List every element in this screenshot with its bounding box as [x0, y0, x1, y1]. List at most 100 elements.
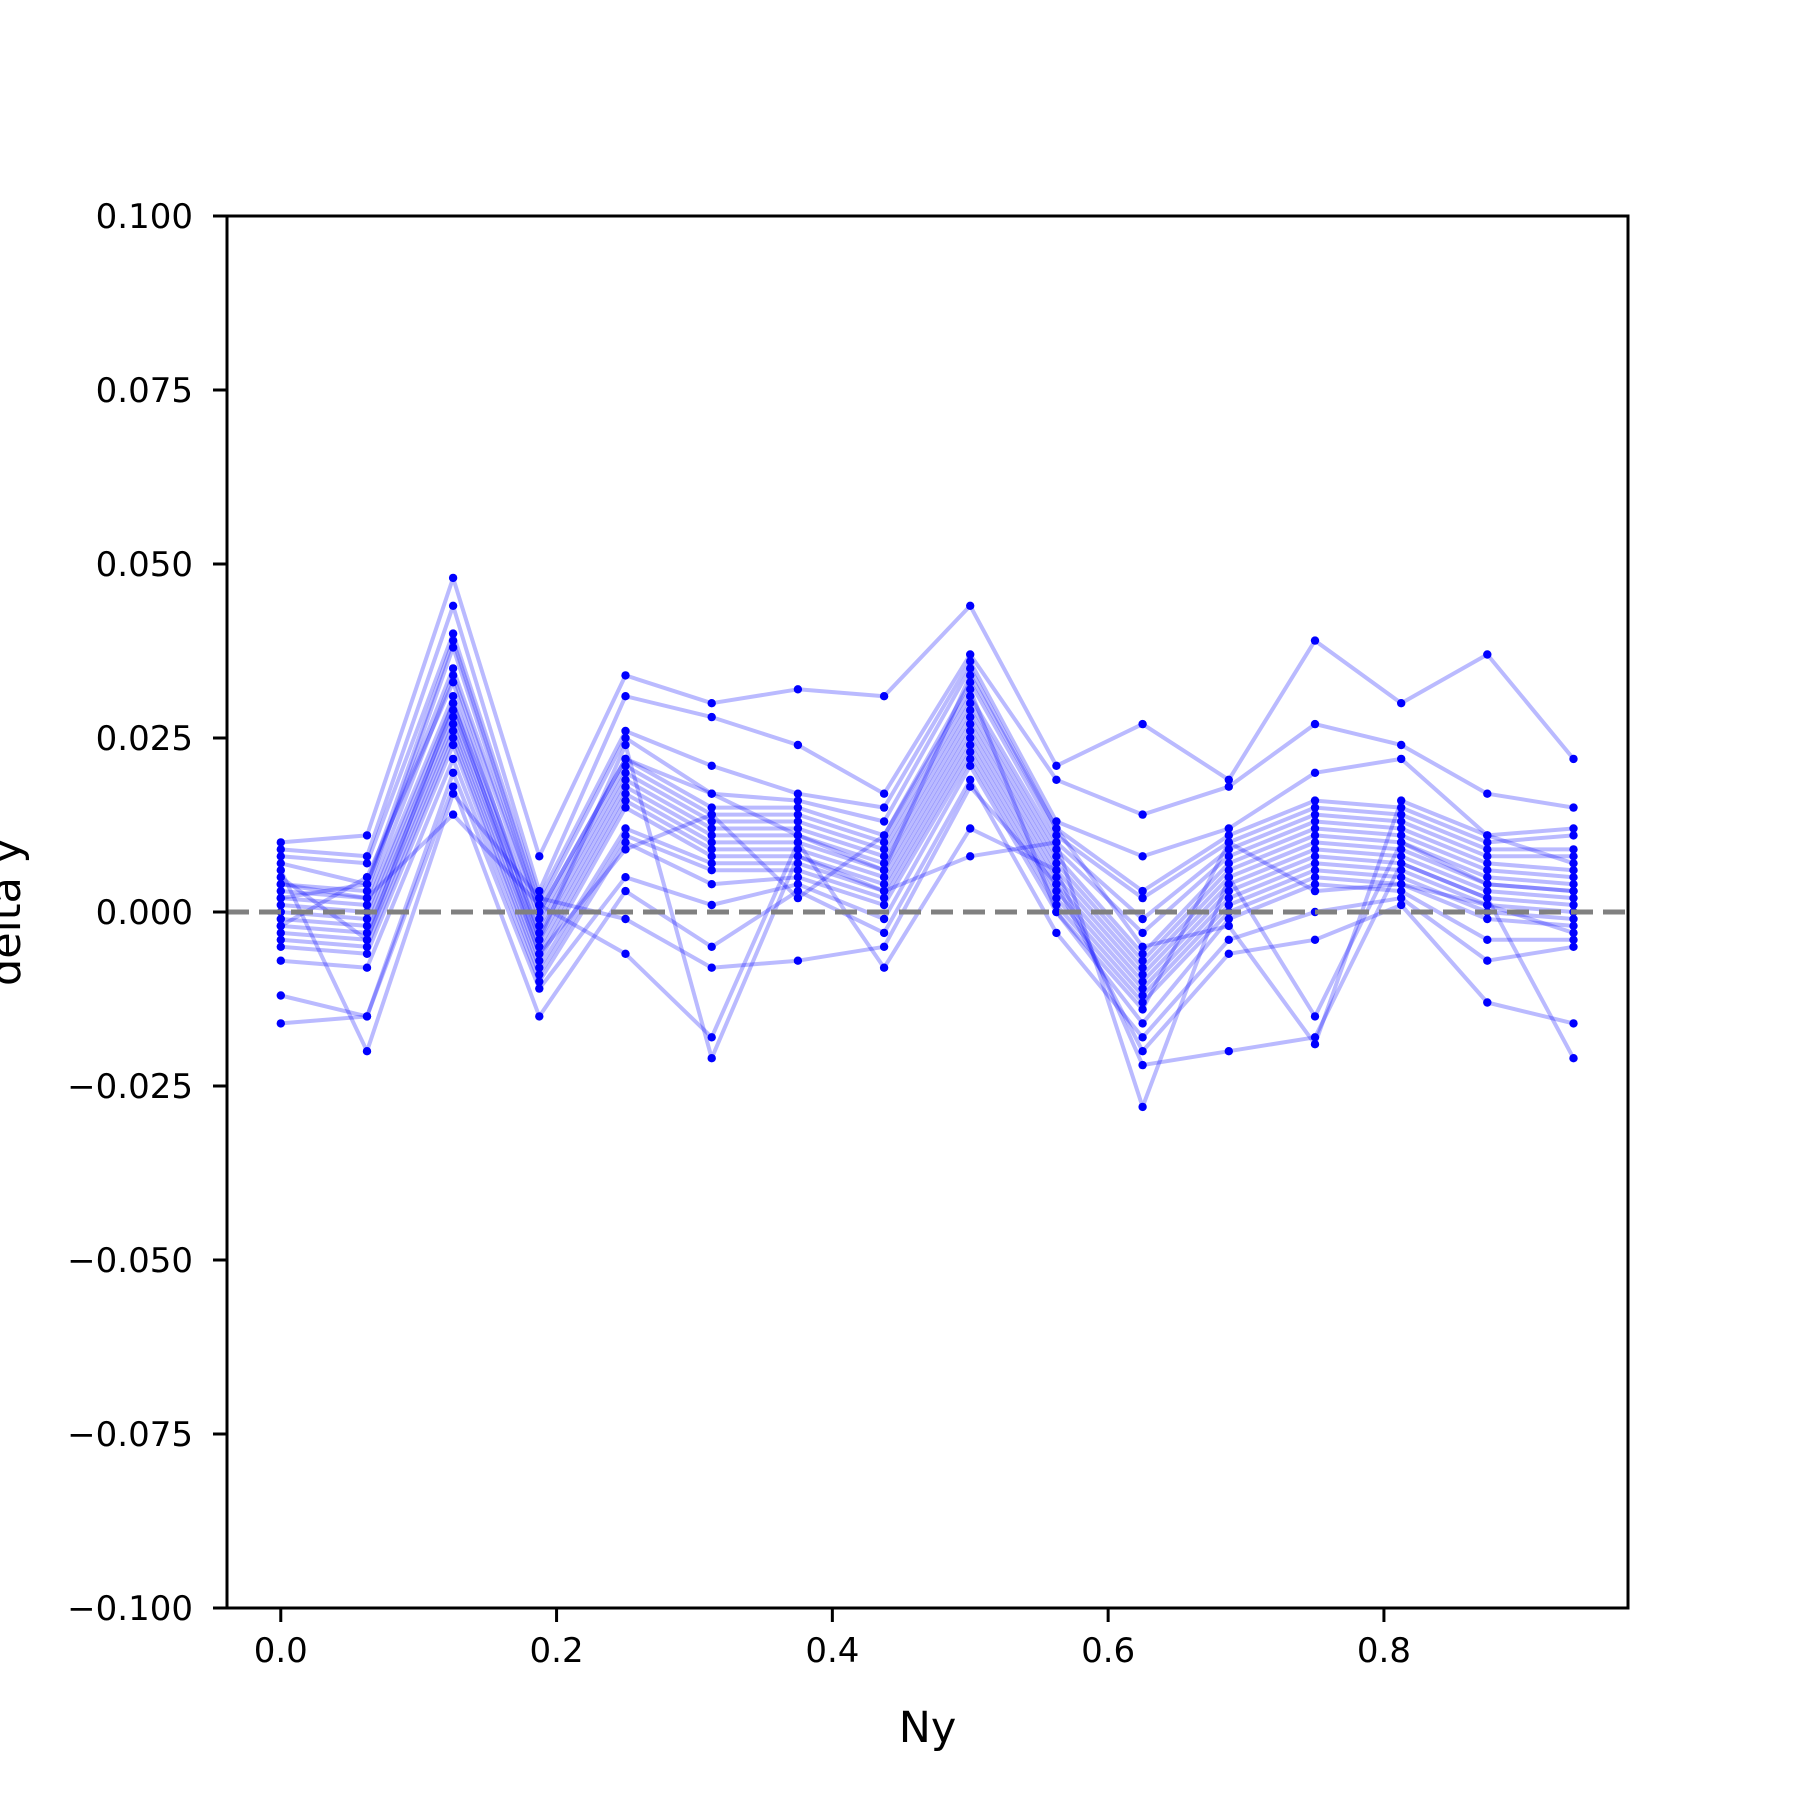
data-point: [1310, 796, 1320, 805]
data-point: [1397, 866, 1406, 875]
data-point: [707, 866, 716, 875]
data-point: [535, 914, 544, 924]
data-point: [1397, 740, 1406, 750]
data-point: [1052, 852, 1061, 861]
data-point: [1483, 845, 1492, 854]
data-point: [1224, 1047, 1234, 1056]
data-point: [1483, 914, 1492, 924]
data-point: [1569, 1019, 1578, 1028]
data-point: [362, 873, 372, 882]
data-point: [535, 935, 544, 944]
data-point: [1483, 893, 1492, 903]
data-point: [621, 761, 630, 770]
data-point: [1310, 859, 1320, 868]
data-point: [1310, 831, 1320, 840]
data-point: [621, 824, 630, 833]
x-tick-label: 0.8: [1357, 1631, 1411, 1671]
data-point: [707, 803, 716, 812]
data-point: [1569, 866, 1578, 875]
data-point: [879, 963, 889, 972]
data-point: [879, 859, 889, 868]
data-point: [621, 838, 630, 847]
data-point: [621, 831, 630, 840]
data-point: [1138, 852, 1147, 861]
data-point: [621, 768, 630, 777]
data-point: [621, 740, 630, 750]
data-point: [1397, 831, 1406, 840]
data-point: [1310, 803, 1320, 812]
data-point: [1138, 1005, 1147, 1014]
data-point: [1224, 838, 1234, 847]
data-point: [793, 824, 803, 833]
data-point: [793, 838, 803, 847]
data-point: [1569, 914, 1578, 924]
data-point: [707, 761, 716, 770]
data-point: [1224, 935, 1234, 944]
data-point: [793, 817, 803, 826]
data-point: [1052, 873, 1061, 882]
data-point: [1224, 859, 1234, 868]
data-point: [448, 706, 458, 715]
data-point: [707, 817, 716, 826]
data-point: [1397, 803, 1406, 812]
x-tick-label: 0.0: [254, 1631, 308, 1671]
data-point: [1397, 845, 1406, 854]
data-point: [1138, 984, 1147, 993]
data-point: [1138, 970, 1147, 979]
data-point: [276, 886, 285, 896]
data-point: [879, 831, 889, 840]
data-point: [1569, 831, 1578, 840]
data-point: [1569, 886, 1578, 896]
data-point: [1310, 768, 1320, 777]
data-point: [1310, 838, 1320, 847]
data-point: [879, 886, 889, 896]
data-point: [793, 886, 803, 896]
data-point: [1483, 650, 1492, 659]
data-point: [1483, 956, 1492, 965]
series-line-16: [280, 763, 1574, 1026]
data-point: [966, 782, 975, 791]
data-point: [879, 914, 889, 924]
series-line-15: [280, 756, 1574, 1005]
series-line-20: [279, 680, 1574, 1109]
data-point: [1052, 866, 1061, 875]
data-point: [707, 831, 716, 840]
data-point: [707, 963, 716, 972]
data-point: [621, 949, 630, 958]
series-line-13: [280, 736, 1574, 991]
series-line-19: [280, 812, 1576, 1068]
data-point: [1224, 880, 1234, 889]
data-point: [1138, 1060, 1147, 1070]
data-point: [621, 754, 630, 764]
data-point: [1397, 810, 1406, 819]
data-point: [707, 1054, 716, 1063]
x-tick-label: 0.2: [530, 1631, 584, 1671]
data-point: [535, 928, 544, 938]
data-point: [448, 733, 458, 743]
series-line-21: [280, 666, 1575, 1047]
data-point: [1138, 942, 1147, 951]
data-point: [879, 692, 889, 701]
data-point: [1310, 810, 1320, 819]
y-tick-label: −0.100: [67, 1589, 193, 1629]
data-point: [1310, 873, 1320, 882]
data-point: [276, 873, 285, 882]
data-point: [448, 719, 458, 729]
data-point: [1052, 845, 1061, 854]
data-point: [1483, 859, 1492, 868]
data-point: [362, 859, 372, 868]
data-point: [535, 852, 544, 861]
data-point: [793, 789, 803, 798]
series-line-4: [280, 638, 1574, 907]
data-point: [535, 970, 544, 979]
data-point: [1310, 817, 1320, 826]
data-point: [1483, 838, 1492, 847]
data-point: [707, 859, 716, 868]
data-point: [966, 692, 975, 701]
data-point: [535, 886, 544, 896]
data-point: [1397, 880, 1406, 889]
data-point: [1397, 838, 1406, 847]
data-point: [1483, 900, 1492, 910]
data-point: [621, 782, 630, 791]
data-point: [966, 664, 975, 673]
